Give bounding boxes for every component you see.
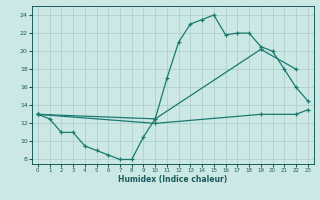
X-axis label: Humidex (Indice chaleur): Humidex (Indice chaleur) [118, 175, 228, 184]
